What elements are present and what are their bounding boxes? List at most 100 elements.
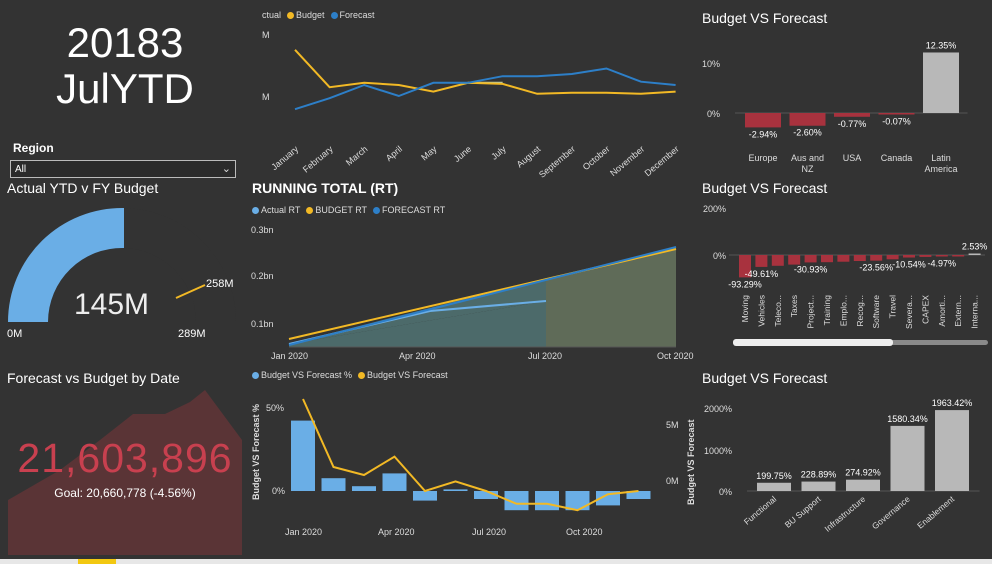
- dept-ytick-0: 0%: [719, 487, 732, 497]
- cat-cat-14: Interna...: [970, 295, 980, 329]
- region-label-0: -2.94%: [749, 129, 778, 139]
- region-bar-0: [745, 113, 781, 128]
- cat-bar-7: [853, 255, 866, 261]
- pct-left-axis-label: Budget VS Forecast %: [251, 404, 261, 500]
- rt-line-forecast: [288, 246, 677, 346]
- cat-bar-6: [837, 255, 850, 262]
- active-page-tab[interactable]: [78, 559, 116, 564]
- region-label-2: -0.77%: [838, 119, 867, 129]
- rt-area-actual: [289, 301, 546, 347]
- pct-xtick-1: Apr 2020: [378, 527, 415, 537]
- cat-bar-11: [919, 255, 932, 257]
- legend-bvf-pct: Budget VS Forecast %: [252, 370, 352, 380]
- kpi-title: Forecast vs Budget by Date: [7, 370, 180, 386]
- kpi-value: 21,603,896: [17, 435, 233, 481]
- legend-budget-rt: BUDGET RT: [306, 205, 367, 215]
- pct-xtick-3: Oct 2020: [566, 527, 603, 537]
- rt-xtick-0: Jan 2020: [271, 351, 308, 361]
- region-bar-3: [878, 113, 915, 115]
- monthly-ytick-1: M: [262, 92, 270, 102]
- cat-cat-5: Training: [822, 295, 832, 326]
- period-title: 20183 JulYTD: [0, 20, 250, 112]
- cat-label-12: -4.97%: [928, 259, 957, 269]
- rt-xtick-3: Oct 2020: [657, 351, 694, 361]
- pct-xtick-0: Jan 2020: [285, 527, 322, 537]
- cat-bar-3: [788, 255, 801, 265]
- pct-bar-1: [321, 478, 346, 491]
- cat-cat-7: Recog...: [855, 295, 865, 327]
- rt-xtick-1: Apr 2020: [399, 351, 436, 361]
- cat-cat-2: Teleco...: [773, 295, 783, 327]
- region-label: Region: [13, 141, 54, 155]
- legend-actual-rt: Actual RT: [252, 205, 300, 215]
- region-ytick-0: 0%: [707, 109, 720, 119]
- kpi-goal: Goal: 20,660,778 (-4.56%): [54, 486, 196, 500]
- legend-actual: ctual: [262, 10, 282, 20]
- cat-cat-11: CAPEX: [920, 295, 930, 324]
- pct-bar-3: [382, 473, 407, 491]
- monthly-line-forecast: [294, 67, 676, 111]
- region-cat-3: Canada: [881, 153, 913, 163]
- category-scrollbar-thumb[interactable]: [733, 339, 893, 346]
- region-label-4: 12.35%: [926, 40, 957, 50]
- cat-label-10: -10.54%: [892, 260, 926, 270]
- region-dropdown-value: All: [15, 164, 27, 175]
- pct-bar-7: [504, 491, 529, 511]
- dept-label-3: 1580.34%: [887, 414, 928, 424]
- pct-bar-9: [565, 491, 590, 511]
- region-ytick-1: 10%: [702, 59, 720, 69]
- cat-ytick-1: 200%: [703, 204, 726, 214]
- legend-budget: Budget: [287, 10, 325, 20]
- pct-right-tick-0: 0M: [666, 476, 679, 486]
- gauge-min-label: 0M: [7, 328, 23, 340]
- pct-bar-6: [474, 491, 498, 499]
- rt-ytick-0: 0.1bn: [251, 319, 274, 329]
- region-bar-1: [789, 113, 826, 126]
- cat-bar-13: [952, 255, 965, 257]
- region-cat-0: Europe: [748, 153, 777, 163]
- dept-ytick-1: 1000%: [704, 446, 732, 456]
- cat-bar-12: [935, 255, 948, 257]
- pct-bar-10: [596, 491, 620, 506]
- cat-cat-10: Severa...: [904, 295, 914, 329]
- cat-bar-9: [886, 255, 899, 260]
- cat-cat-6: Emplo...: [838, 295, 848, 326]
- gauge-target-label: 258M: [206, 278, 234, 290]
- cat-label-0: -93.29%: [728, 279, 762, 289]
- legend-bvf: Budget VS Forecast: [358, 370, 448, 380]
- gauge-max-label: 289M: [178, 328, 206, 340]
- gauge-title: Actual YTD v FY Budget: [7, 180, 159, 196]
- page-tab-bar: [0, 559, 992, 564]
- cat-cat-8: Software: [871, 295, 881, 329]
- gauge-value: 145M: [74, 288, 150, 321]
- region-cat-2: USA: [843, 153, 862, 163]
- monthly-line-budget: [294, 49, 676, 95]
- dept-label-1: 228.89%: [801, 470, 837, 480]
- region-dropdown[interactable]: All ⌄: [10, 160, 236, 178]
- pct-bar-11: [626, 491, 651, 499]
- cat-bar-5: [821, 255, 833, 263]
- dept-bar-2: [846, 479, 880, 491]
- cat-cat-3: Taxes: [789, 295, 799, 317]
- period-year: 20183: [66, 19, 184, 66]
- dept-cat-3: Governance: [870, 494, 912, 532]
- bvf-category-title: Budget VS Forecast: [702, 180, 828, 196]
- dept-cat-0: Functional: [742, 494, 779, 527]
- dept-label-4: 1963.42%: [932, 398, 973, 408]
- cat-label-14: 2.53%: [962, 242, 988, 252]
- dept-bar-0: [757, 482, 791, 491]
- running-total-legend: Actual RT BUDGET RT FORECAST RT: [252, 205, 445, 215]
- rt-ytick-1: 0.2bn: [251, 271, 274, 281]
- pct-right-axis-label: Budget VS Forecast: [686, 419, 696, 505]
- monthly-legend: ctual Budget Forecast: [262, 10, 375, 20]
- cat-bar-2: [771, 255, 784, 266]
- bvf-region-title: Budget VS Forecast: [702, 10, 828, 26]
- dept-bar-3: [890, 425, 925, 491]
